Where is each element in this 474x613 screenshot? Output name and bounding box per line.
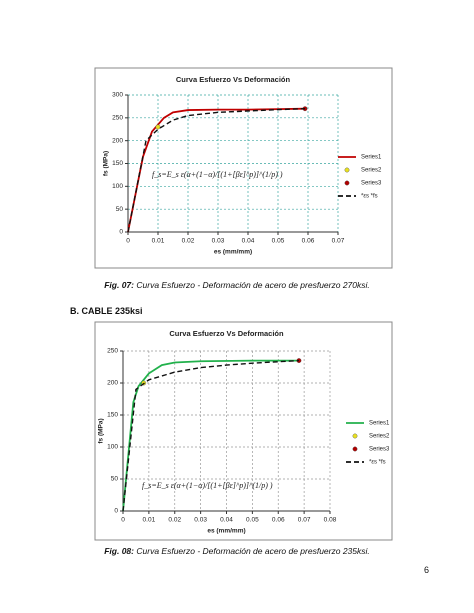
x-tick-label: 0.05	[272, 238, 285, 245]
y-tick-label: 50	[116, 206, 124, 213]
x-tick-label: 0.06	[302, 238, 315, 245]
formula-annotation: f_s=E_s ε(α+(1−α)/[(1+[βε]^p)]^(1/p) )	[142, 481, 273, 490]
legend-label: Series1	[361, 155, 382, 161]
y-tick-label: 100	[107, 444, 118, 451]
caption-label: Fig. 08:	[104, 546, 134, 556]
caption: Fig. 08: Curva Esfuerzo - Deformación de…	[0, 546, 474, 556]
legend-swatch	[352, 446, 358, 452]
x-tick-label: 0.03	[212, 238, 225, 245]
y-tick-label: 0	[119, 229, 123, 236]
x-axis-label: es (mm/mm)	[207, 528, 245, 535]
x-axis-label: es (mm/mm)	[214, 249, 252, 256]
x-tick-label: 0.01	[143, 517, 156, 524]
x-tick-label: 0.02	[168, 517, 181, 524]
x-tick-label: 0.07	[332, 238, 345, 245]
series-line	[127, 107, 306, 233]
series-line	[122, 359, 299, 512]
legend-label: *εs *fs	[361, 194, 378, 200]
x-tick-label: 0.08	[324, 517, 337, 524]
x-tick-label: 0.02	[182, 238, 195, 245]
legend-label: Series3	[369, 447, 390, 453]
y-tick-label: 300	[112, 92, 123, 99]
x-tick-label: 0.05	[246, 517, 259, 524]
legend-label: Series2	[361, 168, 382, 174]
data-point	[155, 124, 161, 130]
x-tick-label: 0.07	[298, 517, 311, 524]
y-axis-label: fs (MPa)	[103, 151, 110, 176]
y-tick-label: 150	[112, 160, 123, 167]
caption: Fig. 07: Curva Esfuerzo - Deformación de…	[0, 280, 474, 290]
legend-label: Series1	[369, 421, 390, 427]
chart-title: Curva Esfuerzo Vs Deformación	[176, 75, 291, 84]
caption-text: Curva Esfuerzo - Deformación de acero de…	[136, 546, 370, 556]
chart-title: Curva Esfuerzo Vs Deformación	[169, 329, 284, 338]
y-tick-label: 50	[111, 476, 119, 483]
y-tick-label: 0	[114, 508, 118, 515]
y-tick-label: 250	[112, 115, 123, 122]
x-tick-label: 0.03	[194, 517, 207, 524]
legend-swatch	[352, 433, 358, 439]
section-heading: B. CABLE 235ksi	[70, 306, 143, 316]
y-tick-label: 100	[112, 183, 123, 190]
y-tick-label: 200	[112, 137, 123, 144]
page-number: 6	[424, 565, 430, 575]
legend-swatch	[344, 167, 350, 173]
x-tick-label: 0.06	[272, 517, 285, 524]
legend-label: *εs *fs	[369, 460, 386, 466]
x-tick-label: 0	[126, 238, 130, 245]
chart-frame	[94, 321, 393, 541]
x-tick-label: 0.04	[220, 517, 233, 524]
legend-swatch	[344, 180, 350, 186]
x-tick-label: 0	[121, 517, 125, 524]
chart-frame	[94, 67, 393, 269]
legend-label: Series3	[361, 181, 382, 187]
x-tick-label: 0.04	[242, 238, 255, 245]
legend-label: Series2	[369, 434, 390, 440]
caption-text: Curva Esfuerzo - Deformación de acero de…	[136, 280, 370, 290]
y-tick-label: 200	[107, 380, 118, 387]
caption-label: Fig. 07:	[104, 280, 134, 290]
x-tick-label: 0.01	[152, 238, 165, 245]
y-axis-label: fs (MPa)	[98, 418, 105, 443]
formula-annotation: f_s=E_s ε(α+(1−α)/[(1+[βε]^p)]^(1/p) )	[152, 170, 283, 179]
y-tick-label: 250	[107, 348, 118, 355]
y-tick-label: 150	[107, 412, 118, 419]
series-line	[127, 108, 306, 233]
